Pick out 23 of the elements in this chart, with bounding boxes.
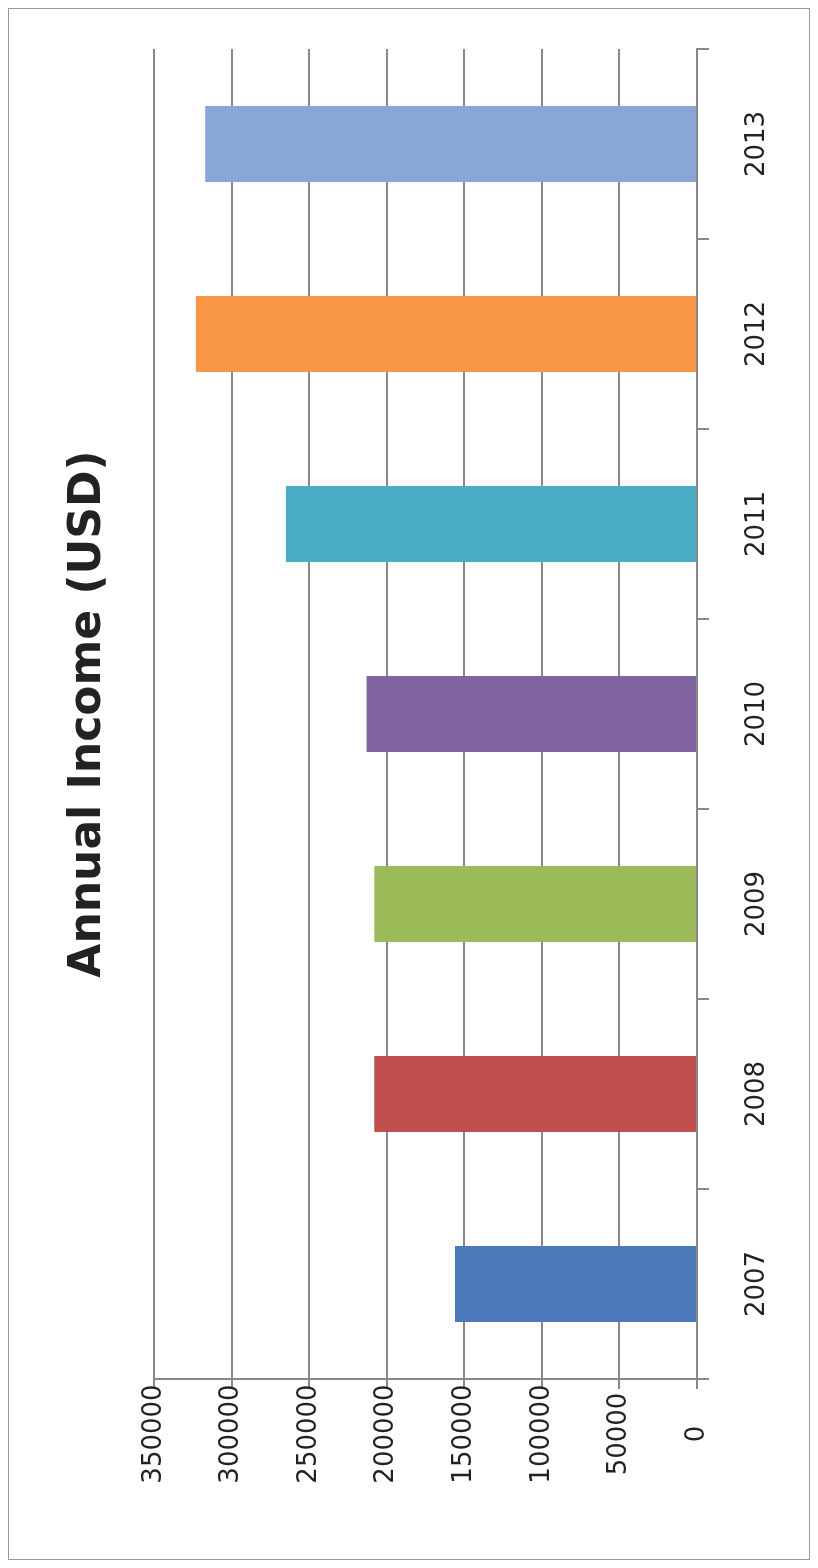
y-tick-label: 2009	[739, 870, 770, 938]
bar	[285, 486, 696, 562]
y-tick-label: 2007	[739, 1250, 770, 1318]
bar	[454, 1246, 696, 1322]
x-tick-label: 0	[679, 1425, 710, 1443]
x-tick-label: 200000	[369, 1384, 400, 1484]
y-tick-label: 2008	[739, 1060, 770, 1128]
x-tick-label: 350000	[136, 1384, 167, 1484]
y-tick-label: 2010	[739, 680, 770, 748]
bar	[374, 866, 696, 942]
x-tick-label: 150000	[447, 1384, 478, 1484]
x-tick-label: 250000	[291, 1384, 322, 1484]
y-tick-label: 2011	[739, 490, 770, 558]
x-tick-label: 300000	[214, 1384, 245, 1484]
bar	[195, 296, 696, 372]
y-tick-label: 2013	[739, 110, 770, 178]
text: Annual Income (USD)	[59, 450, 111, 978]
y-tick-label: 2012	[739, 300, 770, 368]
bar	[366, 676, 696, 752]
bar	[205, 106, 696, 182]
x-tick-label: 50000	[602, 1392, 633, 1476]
bar	[374, 1056, 696, 1132]
x-tick-label: 100000	[524, 1384, 555, 1484]
